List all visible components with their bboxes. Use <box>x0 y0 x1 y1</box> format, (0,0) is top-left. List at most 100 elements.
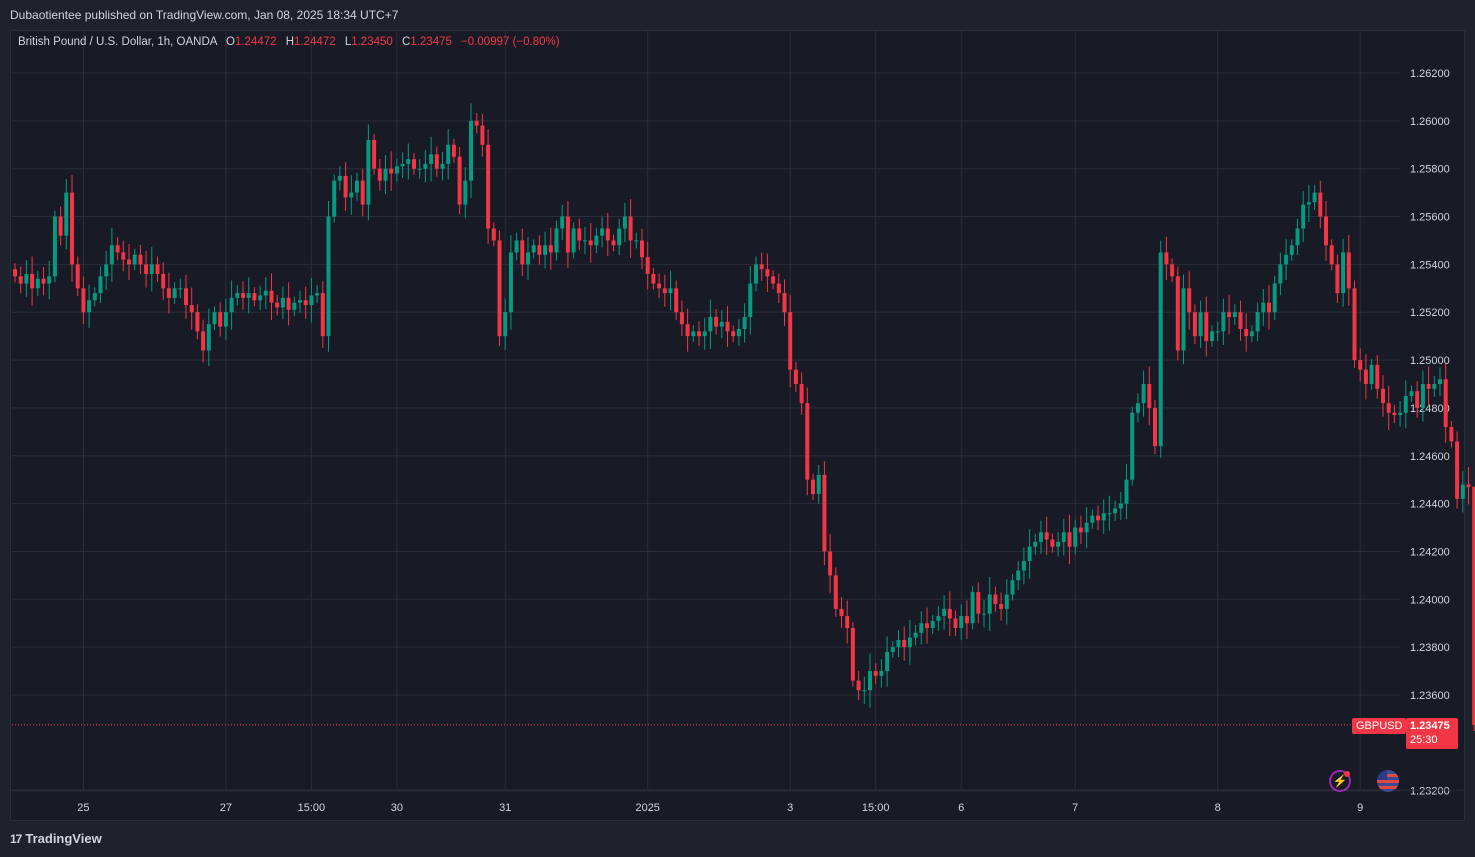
candle-body <box>816 474 821 495</box>
symbol-price-tag: GBPUSD <box>1352 718 1407 734</box>
candle-body <box>13 269 17 277</box>
candle-body <box>1056 541 1061 547</box>
candle-body <box>451 144 456 157</box>
tradingview-logo[interactable]: 17 TradingView <box>10 831 102 846</box>
price-axis-label: 1.25600 <box>1410 212 1450 224</box>
candle-body <box>92 293 97 301</box>
candle-body <box>708 317 713 332</box>
candle-body <box>184 288 188 306</box>
candle-body <box>902 639 907 648</box>
candle-body <box>315 293 320 296</box>
candle-body <box>640 240 644 258</box>
candle-body <box>1403 395 1408 413</box>
candle-body <box>269 290 274 303</box>
candle-body <box>919 623 924 633</box>
candle-body <box>1204 312 1209 341</box>
candle-body <box>503 312 508 337</box>
candle-body <box>1341 252 1346 294</box>
candle-body <box>1061 532 1066 542</box>
candle-body <box>463 180 468 205</box>
candle-body <box>320 293 325 337</box>
candle-body <box>1021 561 1026 571</box>
candle-body <box>400 163 405 167</box>
candle-body <box>1284 254 1289 265</box>
candle-body <box>600 228 605 236</box>
candle-body <box>668 288 673 294</box>
candle-body <box>691 331 696 337</box>
price-axis-label: 1.24400 <box>1410 499 1450 511</box>
candle-body <box>1381 388 1385 404</box>
candle-body <box>930 620 935 629</box>
candle-body <box>1398 412 1403 416</box>
candle-body <box>1255 312 1260 332</box>
candle-body <box>109 245 114 265</box>
price-axis-label: 1.25200 <box>1410 307 1450 319</box>
candle-body <box>1295 228 1300 246</box>
symbol-description[interactable]: British Pound / U.S. Dollar, 1h, OANDA <box>18 36 217 48</box>
candle-body <box>47 276 52 284</box>
candle-body <box>480 125 485 145</box>
candle-body <box>754 264 758 284</box>
candle-body <box>1449 427 1454 442</box>
candle-body <box>377 168 382 181</box>
candle-body <box>879 671 884 676</box>
candle-body <box>1324 216 1328 246</box>
candle-body <box>1175 276 1180 351</box>
candle-body <box>201 331 206 351</box>
candle-body <box>1004 594 1009 609</box>
time-axis-label: 2025 <box>635 802 659 814</box>
candle-body <box>1238 312 1243 329</box>
candle-body <box>1067 532 1072 547</box>
candle-body <box>497 240 502 337</box>
top-bar: Dubaotientee published on TradingView.co… <box>0 0 1475 30</box>
candle-body <box>258 295 263 301</box>
candle-body <box>1164 252 1169 265</box>
candle-body <box>1181 288 1186 351</box>
candle-body <box>309 295 314 306</box>
candle-body <box>280 297 285 308</box>
close-value: 1.23475 <box>410 36 452 48</box>
price-axis-label: 1.23200 <box>1410 786 1450 798</box>
candle-body <box>1050 539 1055 547</box>
candle-body <box>1039 532 1043 542</box>
candle-body <box>58 216 63 236</box>
candle-body <box>1466 484 1471 487</box>
candle-body <box>18 276 23 284</box>
candle-body <box>999 604 1004 609</box>
price-axis-label: 1.24200 <box>1410 546 1450 558</box>
candle-body <box>75 264 80 289</box>
candle-body <box>617 228 622 246</box>
candle-body <box>1221 312 1226 332</box>
candle-body <box>229 297 234 313</box>
time-axis-label: 25 <box>77 802 89 814</box>
candle-body <box>223 312 228 327</box>
candle-body <box>736 328 741 337</box>
candle-body <box>520 240 525 265</box>
candle-body <box>953 618 958 629</box>
bar-countdown: 25:30 <box>1410 734 1438 746</box>
candle-body <box>1170 264 1175 277</box>
candle-body <box>976 592 981 614</box>
candle-body <box>759 264 764 270</box>
candle-body <box>1386 403 1391 413</box>
us-flag-icon[interactable] <box>1377 770 1399 792</box>
candle-body <box>1153 407 1157 447</box>
candle-body <box>389 168 394 174</box>
candle-body <box>679 312 684 325</box>
candle-body <box>822 474 827 552</box>
price-axis-label: 1.25800 <box>1410 164 1450 176</box>
candle-body <box>104 264 109 277</box>
candle-body <box>64 192 69 236</box>
candle-body <box>241 293 245 298</box>
price-axis-label: 1.26200 <box>1410 68 1450 80</box>
candle-body <box>697 331 701 337</box>
candle-body <box>1306 202 1311 205</box>
high-label: H <box>285 36 295 48</box>
candle-body <box>913 632 918 638</box>
candle-body <box>885 651 890 672</box>
candle-body <box>303 300 308 306</box>
lightning-icon[interactable]: ⚡ <box>1329 770 1351 792</box>
chart-pane[interactable] <box>10 30 1465 821</box>
candle-body <box>275 302 280 308</box>
